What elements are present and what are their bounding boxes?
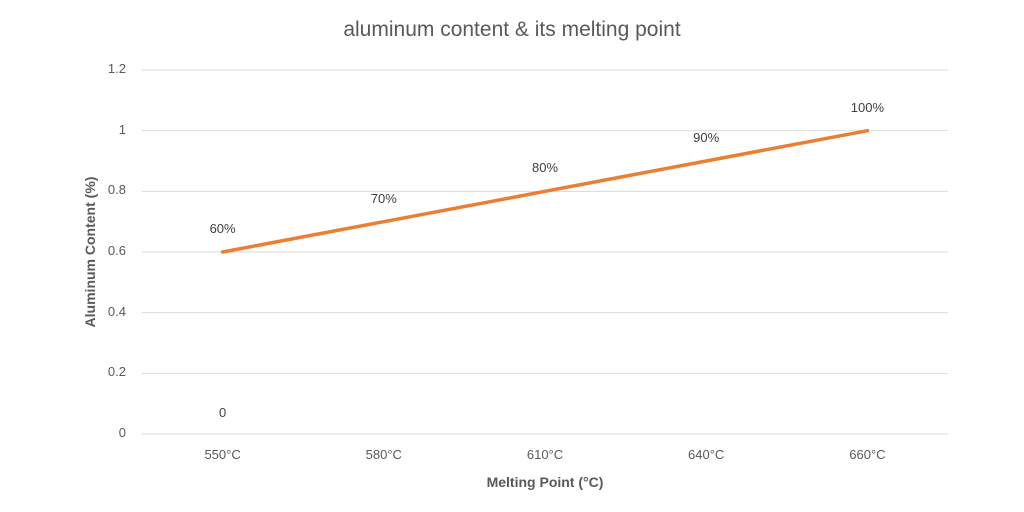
x-axis-label: Melting Point (°C): [486, 474, 604, 490]
series-line: [220, 128, 870, 254]
x-tick: 580°C: [365, 447, 402, 462]
y-tick: 1: [118, 121, 126, 137]
x-tick: 640°C: [688, 447, 725, 462]
data-label: 80%: [531, 160, 559, 176]
annotation-label: 0: [218, 404, 227, 420]
y-tick: 0.4: [107, 303, 126, 319]
y-tick: 0: [118, 425, 126, 440]
y-tick: 0.8: [107, 182, 126, 198]
x-tick: 610°C: [526, 447, 564, 462]
y-tick: 0.6: [107, 243, 126, 258]
x-tick: 550°C: [204, 447, 241, 462]
data-label: 100%: [850, 99, 885, 115]
data-label: 90%: [693, 130, 720, 145]
y-tick: 1.2: [107, 61, 126, 76]
y-tick: 0.2: [107, 364, 126, 380]
data-label: 60%: [209, 221, 236, 236]
data-label: 70%: [370, 190, 397, 206]
chart-title: aluminum content & its melting point: [343, 18, 681, 41]
gridlines: [142, 69, 948, 435]
y-axis-label: Aluminum Content (%): [82, 176, 98, 328]
x-tick: 660°C: [849, 447, 886, 462]
